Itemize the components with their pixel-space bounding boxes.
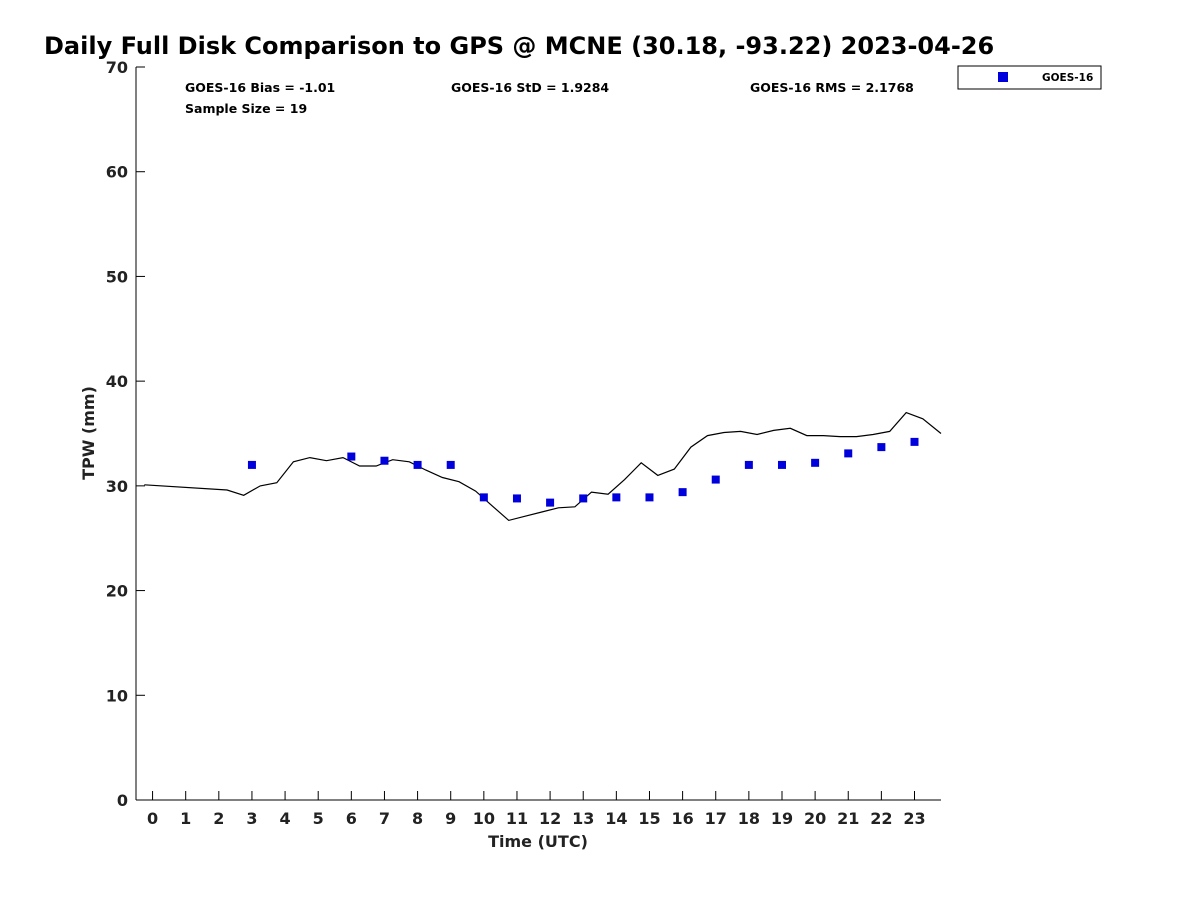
x-tick-label: 1 <box>180 809 191 828</box>
x-axis-label: Time (UTC) <box>488 832 588 851</box>
y-tick-label: 50 <box>106 267 128 286</box>
x-tick-label: 0 <box>147 809 158 828</box>
x-tick-label: 23 <box>903 809 925 828</box>
x-tick-label: 11 <box>506 809 528 828</box>
goes16-data-point <box>579 494 588 503</box>
x-tick-label: 7 <box>379 809 390 828</box>
goes16-data-point <box>811 458 820 467</box>
x-tick-label: 18 <box>738 809 760 828</box>
x-tick-label: 2 <box>213 809 224 828</box>
goes16-data-point <box>512 494 521 503</box>
x-tick-label: 20 <box>804 809 826 828</box>
y-tick-label: 40 <box>106 372 128 391</box>
goes16-data-point <box>446 460 455 469</box>
goes16-data-point <box>877 443 886 452</box>
rms-stat: GOES-16 RMS = 2.1768 <box>750 80 914 95</box>
goes16-data-point <box>744 460 753 469</box>
sample-size-stat: Sample Size = 19 <box>185 101 307 116</box>
y-tick-label: 10 <box>106 686 128 705</box>
gps-line-series <box>144 411 942 522</box>
goes16-data-point <box>844 449 853 458</box>
x-tick-label: 13 <box>572 809 594 828</box>
plot-area: 0 1 2 3 4 5 6 7 8 9 10 11 12 13 14 15 16 17 18 19 20 21 22 23 0… <box>106 58 942 828</box>
legend-box <box>957 65 1102 90</box>
x-tick-label: 3 <box>246 809 257 828</box>
x-tick-label: 21 <box>837 809 859 828</box>
y-axis-ticks: 0 10 20 30 40 50 60 70 <box>106 58 145 810</box>
x-tick-label: 16 <box>671 809 693 828</box>
chart-title: Daily Full Disk Comparison to GPS @ MCNE… <box>44 32 994 60</box>
goes16-data-point <box>711 475 720 484</box>
std-stat: GOES-16 StD = 1.9284 <box>451 80 609 95</box>
goes16-marker-series <box>247 437 919 507</box>
goes16-data-point <box>678 488 687 497</box>
x-tick-label: 6 <box>346 809 357 828</box>
y-tick-label: 0 <box>117 791 128 810</box>
x-tick-label: 12 <box>539 809 561 828</box>
y-tick-label: 70 <box>106 58 128 77</box>
goes16-data-point <box>777 460 786 469</box>
goes16-data-point <box>645 493 654 502</box>
x-tick-label: 15 <box>638 809 660 828</box>
y-tick-label: 20 <box>106 582 128 601</box>
goes16-data-point <box>347 452 356 461</box>
legend-marker <box>998 72 1008 82</box>
x-tick-label: 9 <box>445 809 456 828</box>
y-axis-label: TPW (mm) <box>79 386 98 480</box>
x-tick-label: 17 <box>705 809 727 828</box>
x-tick-label: 14 <box>605 809 627 828</box>
goes16-data-point <box>413 460 422 469</box>
legend: GOES-16 <box>957 65 1102 90</box>
x-tick-label: 10 <box>473 809 495 828</box>
goes16-data-point <box>479 493 488 502</box>
goes16-data-point <box>612 493 621 502</box>
y-tick-label: 60 <box>106 163 128 182</box>
y-tick-label: 30 <box>106 477 128 496</box>
x-tick-label: 4 <box>280 809 291 828</box>
x-axis-ticks: 0 1 2 3 4 5 6 7 8 9 10 11 12 13 14 15 16 17 18 19 20 21 22 23 <box>147 791 926 828</box>
x-tick-label: 5 <box>313 809 324 828</box>
legend-label-goes16: GOES-16 <box>1042 72 1093 84</box>
goes16-data-point <box>546 498 555 507</box>
x-tick-label: 22 <box>870 809 892 828</box>
x-tick-label: 8 <box>412 809 423 828</box>
goes16-data-point <box>380 456 389 465</box>
goes16-data-point <box>910 437 919 446</box>
bias-stat: GOES-16 Bias = -1.01 <box>185 80 335 95</box>
goes16-data-point <box>247 460 256 469</box>
x-tick-label: 19 <box>771 809 793 828</box>
